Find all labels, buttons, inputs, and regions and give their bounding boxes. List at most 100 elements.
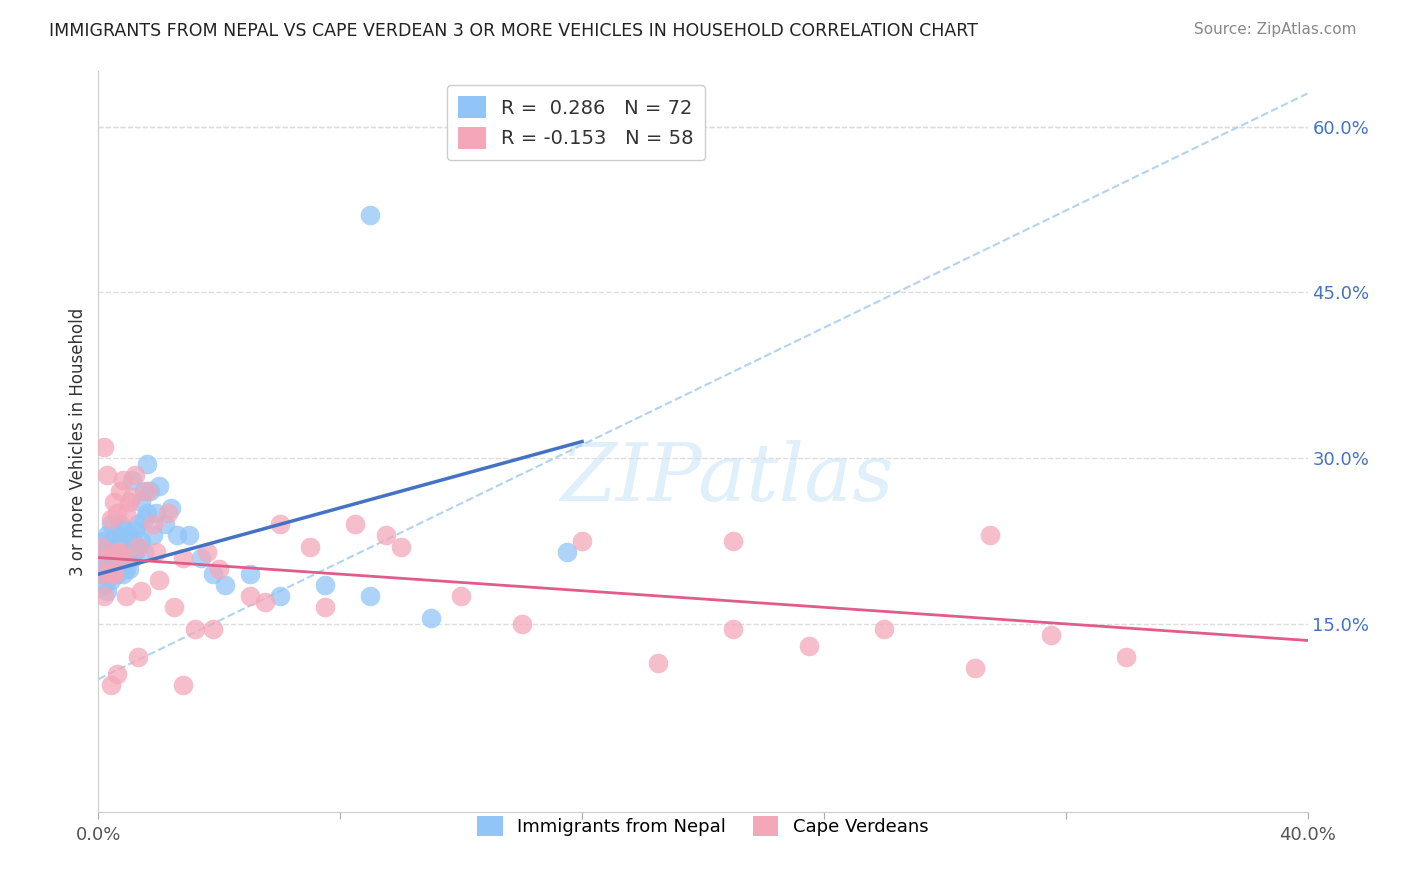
Point (114, 561, 136, 575)
Point (111, 473, 134, 487)
Point (127, 650, 149, 665)
Point (314, 600, 336, 615)
Point (105, 556, 128, 570)
Point (111, 567, 134, 582)
Point (105, 567, 128, 582)
Point (111, 550, 134, 565)
Point (103, 550, 125, 565)
Point (105, 666, 128, 681)
Point (132, 512, 155, 526)
Legend: Immigrants from Nepal, Cape Verdeans: Immigrants from Nepal, Cape Verdeans (470, 809, 936, 844)
Point (111, 550, 134, 565)
Point (132, 484, 155, 499)
Point (979, 528, 1001, 542)
Point (93, 440, 115, 454)
Point (90, 561, 112, 575)
Point (344, 517, 367, 532)
Point (135, 457, 157, 471)
Point (190, 550, 212, 565)
Point (299, 540, 322, 554)
Point (96, 550, 118, 565)
Point (114, 589, 136, 603)
Point (114, 550, 136, 565)
Point (555, 545, 578, 559)
Point (100, 517, 122, 532)
Point (420, 611, 443, 625)
Point (100, 567, 122, 582)
Point (135, 484, 157, 499)
Text: ZIPatlas: ZIPatlas (561, 440, 894, 517)
Point (114, 507, 136, 521)
Point (105, 545, 128, 559)
Point (103, 567, 125, 582)
Y-axis label: 3 or more Vehicles in Household: 3 or more Vehicles in Household (69, 308, 87, 575)
Point (1115, 650, 1137, 665)
Point (135, 507, 157, 521)
Point (160, 500, 183, 515)
Point (132, 545, 155, 559)
Point (156, 507, 179, 521)
Point (239, 589, 262, 603)
Point (108, 545, 131, 559)
Point (374, 528, 396, 542)
Point (208, 561, 231, 575)
Point (108, 545, 131, 559)
Point (723, 623, 745, 637)
Point (121, 533, 143, 548)
Point (100, 533, 122, 548)
Point (103, 561, 125, 575)
Point (360, 589, 382, 603)
Point (129, 533, 152, 548)
Point (360, 208, 382, 222)
Point (118, 545, 141, 559)
Point (100, 561, 122, 575)
Point (153, 517, 176, 532)
Point (105, 528, 128, 542)
Point (96, 556, 118, 570)
Point (90, 545, 112, 559)
Point (127, 540, 149, 554)
Point (389, 540, 412, 554)
Point (103, 567, 125, 582)
Point (118, 561, 141, 575)
Point (100, 678, 122, 692)
Point (145, 545, 167, 559)
Point (90, 540, 112, 554)
Point (100, 573, 122, 587)
Point (100, 545, 122, 559)
Point (253, 595, 276, 609)
Point (93, 567, 115, 582)
Point (163, 600, 186, 615)
Point (510, 616, 533, 631)
Point (108, 533, 131, 548)
Point (647, 656, 669, 670)
Point (96, 467, 118, 482)
Point (269, 517, 291, 532)
Point (571, 533, 593, 548)
Point (108, 561, 131, 575)
Point (166, 528, 188, 542)
Point (142, 528, 165, 542)
Point (121, 550, 143, 565)
Point (93, 578, 115, 592)
Point (114, 533, 136, 548)
Point (124, 523, 146, 537)
Point (96, 583, 118, 598)
Point (145, 507, 167, 521)
Point (184, 623, 207, 637)
Point (127, 517, 149, 532)
Point (314, 578, 336, 592)
Text: IMMIGRANTS FROM NEPAL VS CAPE VERDEAN 3 OR MORE VEHICLES IN HOUSEHOLD CORRELATIO: IMMIGRANTS FROM NEPAL VS CAPE VERDEAN 3 … (49, 22, 979, 40)
Point (179, 528, 201, 542)
Point (111, 523, 134, 537)
Point (124, 467, 146, 482)
Point (195, 545, 218, 559)
Point (202, 567, 225, 582)
Point (93, 550, 115, 565)
Point (269, 589, 291, 603)
Point (96, 567, 118, 582)
Point (108, 484, 131, 499)
Point (202, 623, 225, 637)
Point (105, 507, 128, 521)
Point (93, 533, 115, 548)
